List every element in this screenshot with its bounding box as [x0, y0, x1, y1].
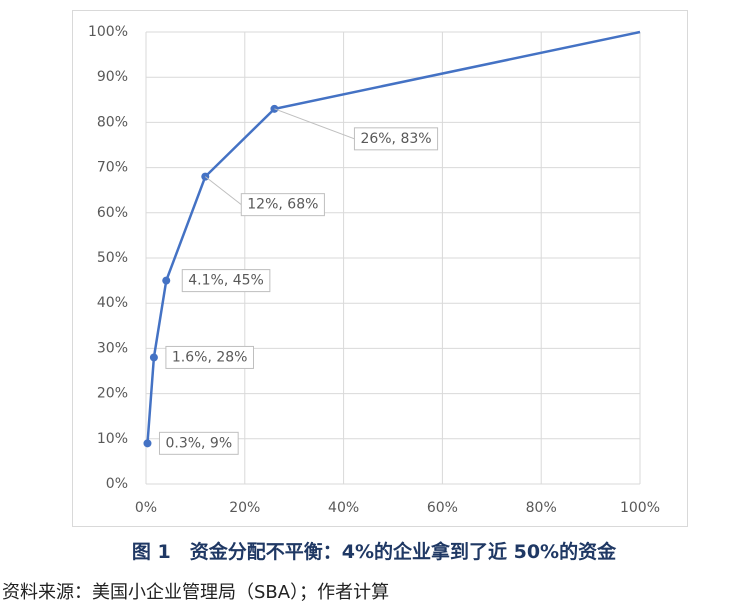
y-tick-label: 30%: [97, 340, 128, 356]
data-label: 26%, 83%: [360, 131, 431, 147]
x-tick-label: 20%: [229, 500, 260, 516]
data-label-box: [165, 345, 254, 369]
y-tick-label: 0%: [106, 476, 128, 492]
y-tick-label: 100%: [88, 24, 128, 40]
y-tick-label: 50%: [97, 250, 128, 266]
data-label: 4.1%, 45%: [188, 273, 264, 289]
x-tick-label: 60%: [427, 500, 458, 516]
data-label: 0.3%, 9%: [165, 435, 232, 451]
x-tick-label: 40%: [328, 500, 359, 516]
y-tick-label: 80%: [97, 114, 128, 130]
data-label-box: [181, 269, 271, 293]
marker: [143, 439, 152, 448]
data-label-box: [353, 127, 439, 151]
data-label-box: [240, 193, 325, 217]
x-tick-label: 0%: [135, 500, 157, 516]
source: 资料来源：美国小企业管理局（SBA）；作者计算: [2, 582, 390, 603]
y-tick-label: 40%: [97, 295, 128, 311]
chart: 0% 10% 20% 30% 40% 50% 60% 70% 80% 90% 100% 0% 20% 40…: [72, 10, 688, 527]
y-tick-label: 70%: [97, 160, 128, 176]
y-tick-label: 90%: [97, 69, 128, 85]
y-tick-label: 60%: [97, 205, 128, 221]
leader-line: [204, 176, 242, 206]
caption: 图 1 资金分配不平衡：4%的企业拿到了近 50%的资金: [131, 541, 617, 563]
marker: [162, 276, 171, 285]
y-tick-label: 10%: [97, 431, 128, 447]
y-tick-label: 20%: [97, 386, 128, 402]
x-tick-label: 80%: [526, 500, 557, 516]
x-tick-label: 100%: [620, 500, 660, 516]
line: [146, 30, 641, 444]
data-label: 12%, 68%: [247, 197, 318, 213]
data-label: 1.6%, 28%: [172, 349, 248, 365]
marker: [149, 353, 158, 362]
leader-line: [274, 108, 355, 140]
data-label-box: [158, 431, 239, 455]
